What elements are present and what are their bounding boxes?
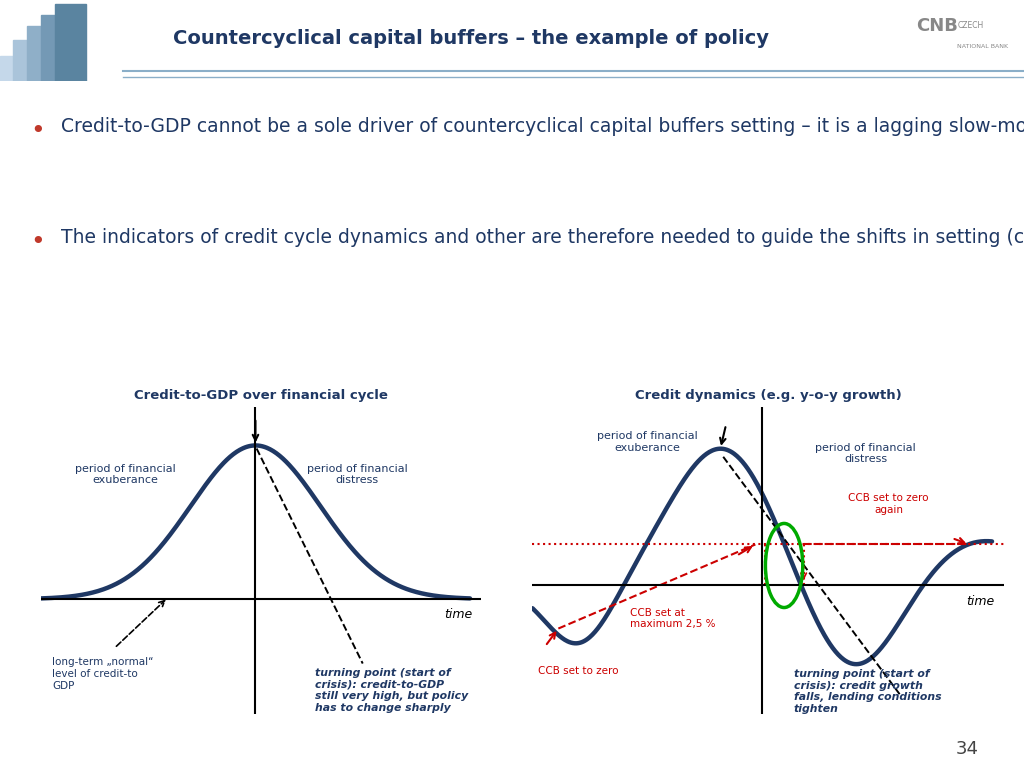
- Text: Countercyclical capital buffers – the example of policy: Countercyclical capital buffers – the ex…: [173, 29, 769, 48]
- Text: time: time: [444, 608, 473, 621]
- Text: period of financial
distress: period of financial distress: [815, 442, 916, 464]
- Text: period of financial
exuberance: period of financial exuberance: [75, 464, 176, 485]
- Text: •: •: [31, 230, 45, 254]
- Text: 34: 34: [956, 740, 979, 758]
- Text: NATIONAL BANK: NATIONAL BANK: [957, 45, 1009, 49]
- Text: CCB set to zero
again: CCB set to zero again: [848, 493, 929, 515]
- Text: long-term „normal“
level of credit-to
GDP: long-term „normal“ level of credit-to GD…: [52, 657, 154, 690]
- Text: time: time: [967, 594, 995, 607]
- Title: Credit dynamics (e.g. y-o-y growth): Credit dynamics (e.g. y-o-y growth): [635, 389, 901, 402]
- Bar: [41, 15, 78, 81]
- Text: CZECH: CZECH: [957, 22, 984, 30]
- Text: CCB set to zero: CCB set to zero: [539, 666, 618, 676]
- Bar: [55, 4, 86, 81]
- Text: CCB set at
maximum 2,5 %: CCB set at maximum 2,5 %: [630, 607, 716, 629]
- Text: •: •: [31, 119, 45, 143]
- Bar: [13, 40, 62, 81]
- Bar: [0, 57, 56, 81]
- Text: CNB: CNB: [916, 17, 958, 35]
- Text: The indicators of credit cycle dynamics and other are therefore needed to guide : The indicators of credit cycle dynamics …: [61, 228, 1024, 247]
- Text: Credit-to-GDP cannot be a sole driver of countercyclical capital buffers setting: Credit-to-GDP cannot be a sole driver of…: [61, 117, 1024, 136]
- Text: period of financial
exuberance: period of financial exuberance: [597, 432, 697, 453]
- Text: turning point (start of
crisis): credit growth
falls, lending conditions
tighten: turning point (start of crisis): credit …: [794, 669, 941, 713]
- Bar: [27, 26, 70, 81]
- Title: Credit-to-GDP over financial cycle: Credit-to-GDP over financial cycle: [134, 389, 388, 402]
- Text: period of financial
distress: period of financial distress: [307, 464, 408, 485]
- Text: turning point (start of
crisis): credit-to-GDP
still very high, but policy
has t: turning point (start of crisis): credit-…: [314, 668, 468, 713]
